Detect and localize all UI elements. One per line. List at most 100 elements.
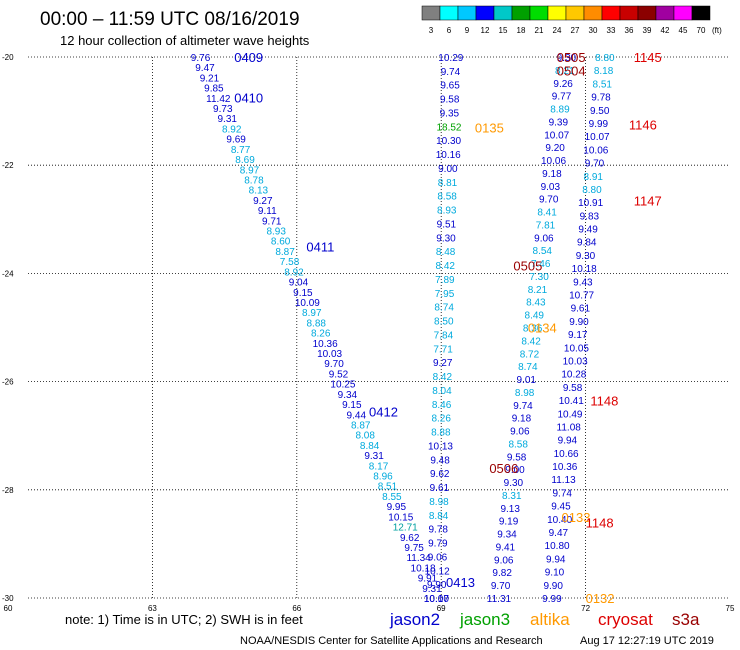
wave-height-value: 7.46 [531, 259, 551, 270]
wave-height-value: 10.09 [295, 298, 320, 309]
wave-height-value: 8.55 [382, 492, 402, 503]
wave-height-value: 10.03 [317, 349, 342, 360]
wave-height-value: 10.10 [424, 594, 449, 605]
footer-agency: NOAA/NESDIS Center for Satellite Applica… [240, 635, 543, 647]
wave-height-value: 9.30 [557, 53, 577, 64]
wave-height-value: 10.07 [585, 132, 610, 143]
wave-height-value: 8.77 [231, 145, 251, 156]
pass-number-label: 1148 [590, 394, 618, 409]
wave-height-value: 11.08 [557, 422, 582, 433]
wave-height-value: 9.78 [429, 525, 449, 536]
wave-height-value: 9.70 [324, 359, 344, 370]
footer-note: note: 1) Time is in UTC; 2) SWH is in fe… [65, 612, 303, 627]
wave-height-value: 9.15 [293, 288, 313, 299]
wave-height-value: 8.42 [433, 372, 453, 383]
legend-entry: cryosat [598, 610, 653, 629]
colorbar-tick-label: 33 [607, 26, 616, 35]
wave-height-value: 9.49 [578, 225, 598, 236]
wave-height-value: 9.82 [492, 568, 512, 579]
wave-height-value: 8.78 [244, 175, 264, 186]
wave-height-value: 8.69 [235, 155, 255, 166]
wave-height-value: 11.31 [487, 594, 512, 605]
wave-height-value: 9.20 [545, 143, 565, 154]
wave-height-value: 8.88 [307, 318, 327, 329]
wave-height-value: 8.42 [436, 261, 456, 272]
wave-height-value: 7.71 [433, 344, 453, 355]
wave-height-value: 9.58 [563, 383, 583, 394]
wave-height-value: 10.07 [424, 594, 449, 605]
pass-number-label: 0409 [234, 50, 263, 65]
wave-height-value: 9.27 [253, 196, 273, 207]
wave-height-value: 10.25 [330, 380, 355, 391]
colorbar-swatch [439, 5, 459, 21]
wave-height-value: 10.15 [388, 512, 413, 523]
wave-height-value: 9.39 [549, 117, 569, 128]
colorbar-tick-label: 70 [697, 26, 706, 35]
color-scale-bar: 3 6 9 12 15 18 21 24 27 30 33 36 39 42 45 70 (ft) [421, 5, 722, 35]
wave-height-value: 9.01 [517, 375, 537, 386]
wave-height-value: 8.46 [432, 400, 452, 411]
footer-timestamp: Aug 17 12:27:19 UTC 2019 [580, 635, 714, 647]
grid-lines [28, 56, 730, 599]
wave-height-value: 9.70 [491, 581, 511, 592]
colorbar-swatch [475, 5, 495, 21]
colorbar-tick-label: 27 [571, 26, 580, 35]
wave-height-value: 11.34 [406, 553, 431, 564]
wave-height-value: 9.47 [195, 63, 215, 74]
wave-height-value: 8.26 [431, 414, 451, 425]
wave-height-value: 9.03 [541, 182, 561, 193]
track-values: 9.769.479.219.8511.429.739.318.929.698.7… [191, 53, 615, 605]
wave-height-value: 10.41 [559, 396, 584, 407]
wave-height-value: 9.61 [430, 483, 450, 494]
wave-height-value: 9.47 [549, 528, 569, 539]
wave-height-value: 8.58 [508, 439, 528, 450]
chart-subtitle: 12 hour collection of altimeter wave hei… [60, 33, 310, 48]
wave-height-value: 9.58 [440, 95, 460, 106]
wave-height-value: 9.06 [510, 427, 530, 438]
wave-height-value: 8.89 [550, 105, 570, 116]
colorbar-swatch [547, 5, 567, 21]
y-tick-label: -20 [2, 53, 14, 62]
wave-height-value: 8.51 [378, 482, 398, 493]
wave-height-value: 10.03 [563, 356, 588, 367]
pass-number-label: 0506 [489, 461, 518, 476]
wave-height-value: 7.89 [435, 275, 455, 286]
wave-height-value: 7.58 [280, 257, 300, 268]
wave-height-value: 10.77 [569, 291, 594, 302]
wave-height-value: 8.51 [593, 79, 613, 90]
wave-height-value: 9.75 [404, 543, 424, 554]
colorbar-tick-label: 42 [661, 26, 670, 35]
wave-height-value: 9.76 [191, 53, 211, 64]
wave-height-value: 8.08 [355, 431, 375, 442]
pass-number-label: 0504 [557, 64, 586, 79]
wave-height-value: 10.49 [557, 409, 582, 420]
wave-height-value: 10.06 [583, 145, 608, 156]
wave-height-value: 10.07 [544, 130, 569, 141]
wave-height-value: 9.44 [347, 410, 367, 421]
wave-height-value: 9.99 [589, 119, 609, 130]
wave-height-value: 9.19 [499, 517, 519, 528]
wave-height-value: 8.21 [528, 285, 548, 296]
wave-height-value: 9.74 [553, 488, 573, 499]
colorbar-tick-label: 30 [589, 26, 598, 35]
colorbar-tick-label: 36 [625, 26, 634, 35]
wave-height-value: 9.48 [430, 455, 450, 466]
wave-height-value: 10.40 [547, 515, 572, 526]
wave-height-value: 8.36 [523, 324, 543, 335]
wave-height-value: 8.49 [525, 311, 545, 322]
satellite-legend: jason2 jason3 altika cryosat s3a [389, 610, 700, 629]
wave-height-value: 9.11 [258, 206, 277, 217]
legend-entry: jason2 [389, 610, 440, 629]
wave-height-value: 8.74 [518, 362, 538, 373]
wave-height-value: 9.18 [542, 169, 562, 180]
wave-height-value: 10.05 [564, 343, 589, 354]
pass-number-label: 0412 [369, 404, 398, 419]
wave-height-value: 9.74 [513, 401, 533, 412]
x-tick-label: 75 [726, 604, 735, 613]
wave-height-value: 9.06 [428, 552, 448, 563]
colorbar-tick-label: 45 [679, 26, 688, 35]
wave-height-value: 10.12 [425, 566, 450, 577]
wave-height-value: 9.62 [400, 533, 420, 544]
wave-height-value: 8.13 [249, 186, 269, 197]
wave-height-value: 9.26 [553, 79, 573, 90]
